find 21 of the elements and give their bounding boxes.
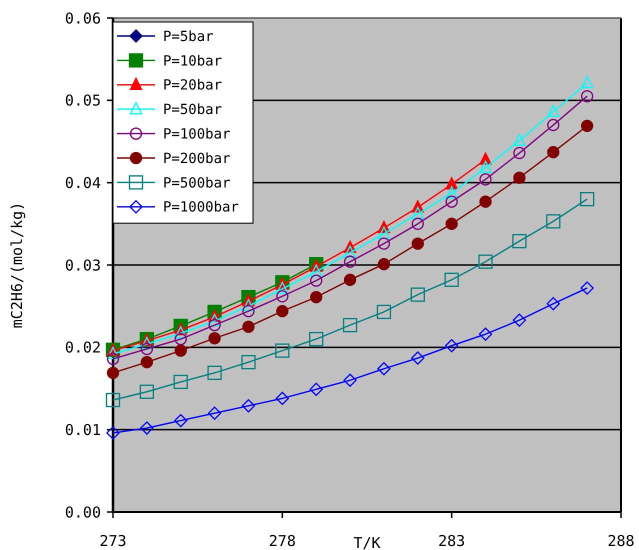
- y-tick-label: 0.00: [64, 503, 101, 522]
- legend-label: P=5bar: [163, 28, 214, 45]
- legend-label: P=500bar: [163, 175, 230, 192]
- y-tick-label: 0.05: [64, 92, 101, 110]
- y-tick-label: 0.03: [64, 256, 101, 274]
- legend-label: P=20bar: [163, 78, 222, 94]
- x-tick-label: 288: [607, 532, 635, 550]
- y-tick-label: 0.02: [64, 338, 101, 357]
- x-tick-label: 283: [438, 532, 466, 550]
- legend-label: P=50bar: [163, 102, 222, 118]
- legend-label: P=200bar: [163, 150, 230, 167]
- x-tick-label: 278: [268, 532, 296, 550]
- y-tick-label: 0.01: [64, 420, 101, 439]
- legend-label: P=10bar: [163, 53, 222, 70]
- x-tick-label: 273: [99, 532, 127, 550]
- y-axis-title: mC2H6/(mol/kg): [8, 202, 26, 328]
- x-axis-title: T/K: [353, 534, 381, 550]
- legend-label: P=100bar: [163, 126, 230, 142]
- y-tick-label: 0.04: [64, 174, 101, 192]
- legend-label: P=1000bar: [163, 200, 239, 216]
- y-tick-label: 0.06: [64, 9, 101, 28]
